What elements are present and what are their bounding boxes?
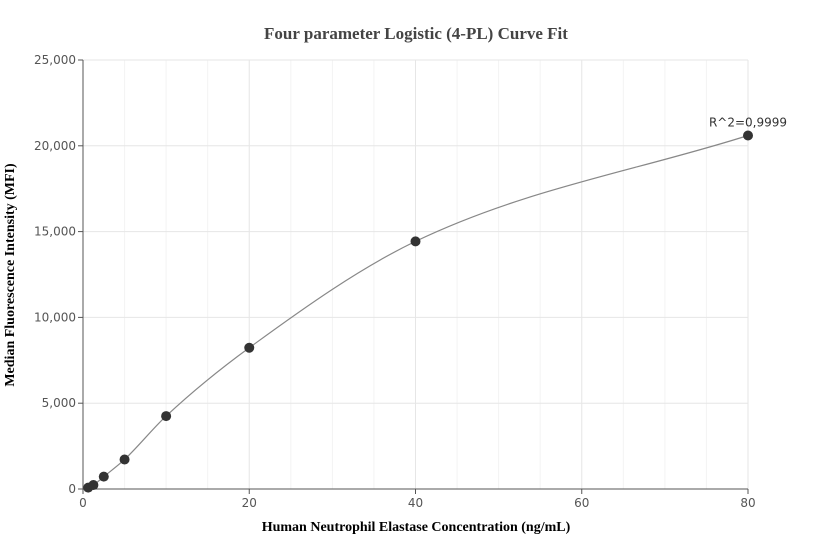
y-tick-label: 10,000 bbox=[34, 310, 76, 324]
data-point bbox=[244, 342, 255, 353]
x-tick-label: 0 bbox=[79, 496, 87, 510]
y-tick-label: 20,000 bbox=[34, 139, 76, 153]
grid bbox=[83, 59, 749, 489]
data-point bbox=[743, 130, 753, 141]
y-tick-label: 25,000 bbox=[34, 53, 76, 67]
x-axis-label: Human Neutrophil Elastase Concentration … bbox=[262, 520, 571, 535]
tick-labels: 0 5,000 10,000 15,000 20,000 25,000 0 20 40 60 80 bbox=[34, 53, 756, 510]
axes bbox=[78, 59, 749, 494]
x-tick-label: 80 bbox=[740, 496, 755, 510]
data-point bbox=[88, 480, 99, 491]
y-tick-label: 15,000 bbox=[34, 225, 76, 239]
y-tick-label: 5,000 bbox=[42, 396, 76, 410]
r-squared-annotation: R^2=0,9999 bbox=[709, 116, 787, 130]
y-axis-label: Median Fluorescence Intensity (MFI) bbox=[3, 163, 18, 387]
fit-curve bbox=[87, 134, 749, 489]
data-point bbox=[98, 471, 109, 482]
data-point bbox=[161, 411, 172, 422]
data-point bbox=[119, 454, 130, 465]
x-tick-label: 20 bbox=[242, 496, 257, 510]
x-tick-label: 60 bbox=[574, 496, 589, 510]
data-points bbox=[83, 130, 753, 493]
x-tick-label: 40 bbox=[408, 496, 423, 510]
data-point bbox=[410, 236, 421, 247]
y-tick-label: 0 bbox=[68, 482, 76, 496]
chart-title: Four parameter Logistic (4-PL) Curve Fit bbox=[264, 24, 568, 43]
